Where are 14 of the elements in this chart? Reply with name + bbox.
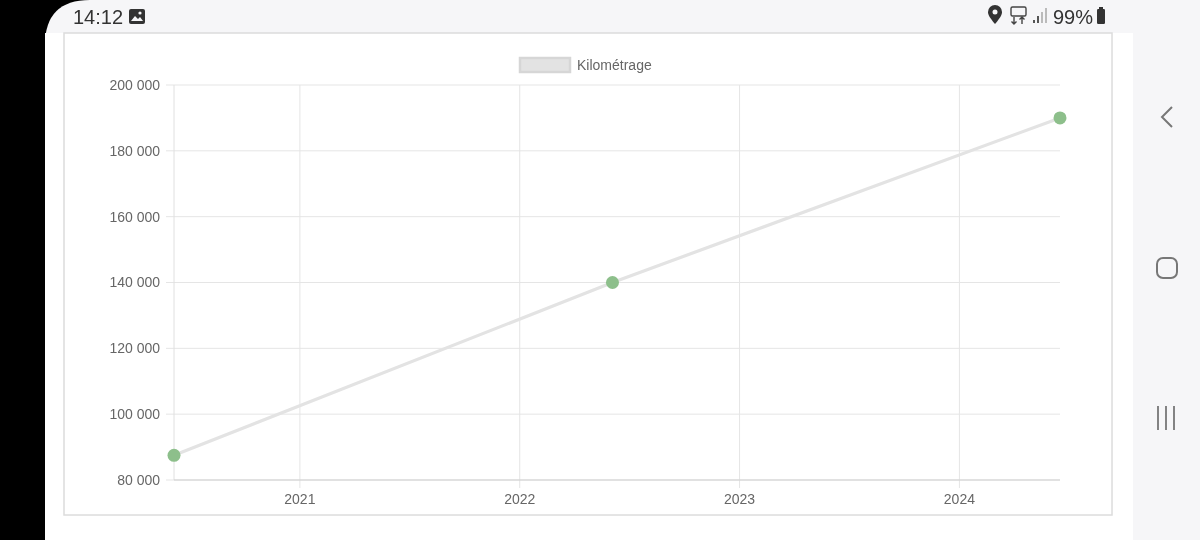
y-tick-label: 180 000 bbox=[109, 142, 161, 159]
legend-label: Kilométrage bbox=[577, 56, 652, 73]
x-tick-label: 2021 bbox=[284, 491, 316, 507]
y-tick-label: 120 000 bbox=[109, 340, 161, 357]
y-tick-label: 100 000 bbox=[109, 406, 161, 423]
y-tick-label: 160 000 bbox=[109, 208, 161, 225]
x-tick-label: 2024 bbox=[943, 491, 976, 507]
y-tick-label: 80 000 bbox=[117, 471, 161, 488]
y-tick-label: 140 000 bbox=[109, 274, 161, 291]
y-tick-label: 200 000 bbox=[109, 76, 161, 93]
x-tick-label: 2023 bbox=[723, 491, 756, 507]
text: 14:12 bbox=[73, 6, 124, 28]
text: 99% bbox=[1053, 6, 1094, 28]
x-tick-label: 2022 bbox=[504, 491, 536, 507]
